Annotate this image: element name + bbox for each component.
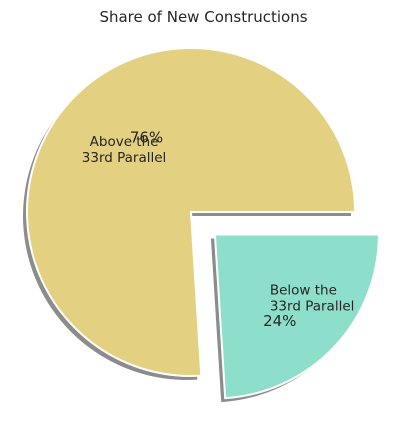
pie-slice-below-the-33rd-parallel bbox=[213, 233, 380, 400]
slice-label-line: Above the bbox=[90, 134, 159, 150]
slice-percent-label: 24% bbox=[263, 312, 296, 330]
slice-percent-label: 76% bbox=[130, 128, 163, 146]
pie-slices bbox=[26, 47, 380, 400]
slice-label-line: 33rd Parallel bbox=[82, 150, 167, 166]
chart-title: Share of New Constructions bbox=[99, 8, 307, 26]
pie-slice-above-the-33rd-parallel bbox=[26, 47, 357, 377]
slice-label-line: 33rd Parallel bbox=[270, 298, 355, 314]
slice-label-line: Below the bbox=[270, 282, 337, 298]
